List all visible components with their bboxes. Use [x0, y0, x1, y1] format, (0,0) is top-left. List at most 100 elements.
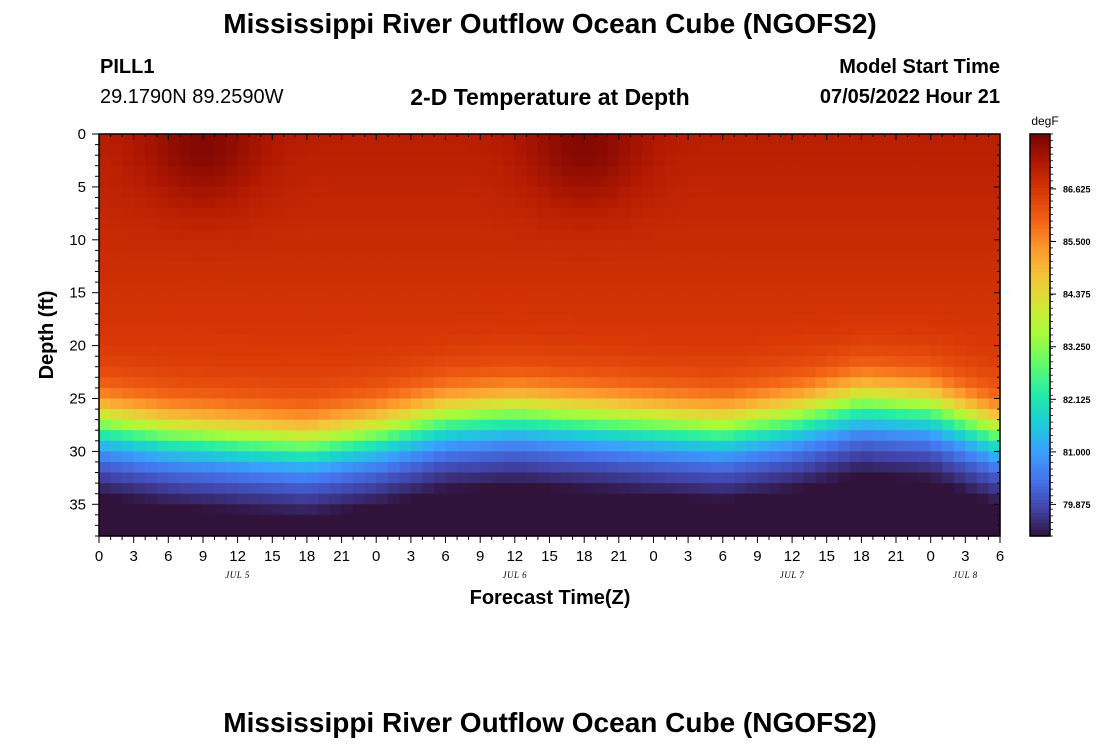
heatmap-cell	[376, 493, 389, 505]
heatmap-cell	[410, 387, 424, 400]
heatmap-cell	[145, 313, 158, 326]
heatmap-cell	[584, 472, 597, 484]
heatmap-cell	[341, 229, 354, 241]
heatmap-cell	[457, 483, 470, 495]
heatmap-cell	[699, 303, 712, 315]
heatmap-cell	[653, 409, 666, 421]
heatmap-cell	[896, 282, 909, 294]
heatmap-cell	[780, 197, 793, 209]
heatmap-cell	[202, 356, 216, 368]
heatmap-cell	[537, 271, 551, 283]
heatmap-cell	[249, 271, 262, 283]
heatmap-cell	[202, 472, 216, 484]
heatmap-cell	[168, 186, 181, 199]
heatmap-cell	[468, 504, 481, 516]
heatmap-cell	[410, 260, 424, 273]
heatmap-cell	[537, 356, 551, 368]
colorbar-segment	[1030, 381, 1050, 386]
heatmap-cell	[688, 292, 701, 304]
heatmap-cell	[295, 134, 308, 146]
heatmap-cell	[722, 186, 735, 199]
heatmap-cell	[792, 345, 805, 357]
heatmap-cell	[688, 197, 701, 209]
heatmap-cell	[272, 335, 285, 347]
heatmap-cell	[537, 451, 551, 463]
heatmap-cell	[780, 356, 793, 368]
heatmap-cell	[665, 335, 678, 347]
heatmap-cell	[145, 409, 158, 421]
heatmap-cell	[145, 387, 158, 400]
heatmap-cell	[283, 377, 296, 389]
heatmap-cell	[237, 218, 250, 230]
heatmap-cell	[780, 186, 793, 199]
heatmap-cell	[965, 260, 978, 273]
heatmap-cell	[341, 165, 354, 177]
heatmap-cell	[896, 313, 909, 326]
heatmap-cell	[145, 165, 158, 177]
heatmap-cell	[896, 514, 909, 527]
heatmap-cell	[965, 440, 978, 452]
heatmap-cell	[491, 260, 504, 273]
heatmap-cell	[803, 165, 816, 177]
heatmap-cell	[722, 155, 735, 167]
heatmap-cell	[537, 313, 551, 326]
heatmap-cell	[145, 461, 158, 474]
heatmap-cell	[306, 324, 320, 336]
heatmap-cell	[480, 313, 493, 326]
heatmap-cell	[803, 324, 816, 336]
heatmap-cell	[849, 493, 862, 505]
heatmap-cell	[896, 504, 909, 516]
heatmap-cell	[872, 440, 886, 452]
heatmap-cell	[399, 440, 412, 452]
heatmap-cell	[526, 430, 539, 442]
x-tick-label: 18	[576, 548, 593, 565]
heatmap-cell	[433, 440, 447, 452]
heatmap-cell	[306, 282, 320, 294]
heatmap-cell	[514, 155, 527, 167]
heatmap-cell	[214, 504, 227, 516]
heatmap-cell	[145, 250, 158, 262]
heatmap-cell	[283, 271, 296, 283]
heatmap-cell	[260, 218, 273, 230]
heatmap-cell	[445, 208, 458, 220]
heatmap-cell	[110, 525, 123, 537]
heatmap-cell	[780, 292, 793, 304]
heatmap-cell	[653, 377, 666, 389]
heatmap-cell	[676, 335, 689, 347]
heatmap-cell	[595, 472, 608, 484]
colorbar-segment	[1030, 489, 1050, 494]
heatmap-cell	[295, 451, 308, 463]
heatmap-cell	[595, 493, 608, 505]
heatmap-cell	[457, 514, 470, 527]
heatmap-cell	[792, 271, 805, 283]
heatmap-cell	[826, 208, 839, 220]
heatmap-cell	[919, 134, 932, 146]
heatmap-cell	[653, 260, 666, 273]
heatmap-cell	[330, 409, 343, 421]
colorbar-segment	[1030, 190, 1050, 195]
heatmap-cell	[965, 525, 978, 537]
heatmap-cell	[410, 430, 424, 442]
heatmap-cell	[226, 461, 239, 474]
heatmap-cell	[745, 335, 759, 347]
heatmap-cell	[272, 504, 285, 516]
heatmap-cell	[641, 292, 655, 304]
heatmap-cell	[595, 134, 608, 146]
heatmap-cell	[665, 419, 678, 431]
heatmap-cell	[872, 377, 886, 389]
colorbar-segment	[1030, 465, 1050, 470]
heatmap-cell	[919, 260, 932, 273]
heatmap-cell	[283, 430, 296, 442]
heatmap-cell	[341, 271, 354, 283]
heatmap-cell	[410, 271, 424, 283]
heatmap-cell	[168, 134, 181, 146]
heatmap-cell	[133, 313, 146, 326]
colorbar-segment	[1030, 177, 1050, 182]
x-tick-label: 9	[476, 548, 484, 565]
heatmap-cell	[99, 218, 112, 230]
heatmap-cell	[503, 440, 516, 452]
page-title: Mississippi River Outflow Ocean Cube (NG…	[223, 8, 877, 39]
heatmap-cell	[630, 250, 643, 262]
heatmap-cell	[514, 472, 527, 484]
heatmap-cell	[122, 208, 135, 220]
